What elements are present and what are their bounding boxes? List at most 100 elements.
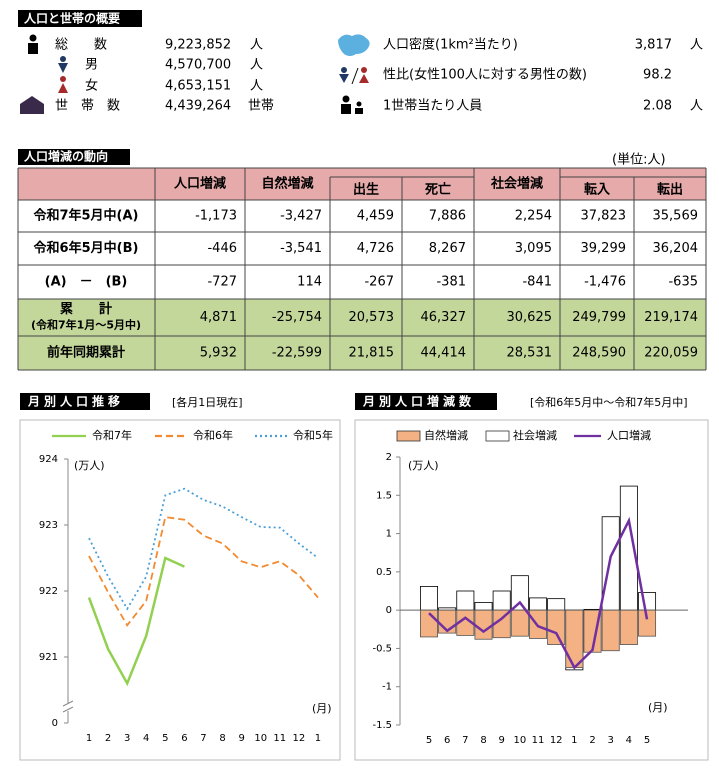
icon-house bbox=[20, 96, 44, 114]
table-cell: 30,625 bbox=[507, 310, 553, 325]
x-tick-label: 3 bbox=[608, 735, 614, 746]
table-cell: 2,254 bbox=[515, 209, 552, 224]
table-header-bg bbox=[18, 168, 706, 200]
x-tick-label: 5 bbox=[644, 735, 650, 746]
table-cell: 21,815 bbox=[349, 346, 395, 361]
legend-label: 社会増減 bbox=[513, 428, 557, 442]
table-cell: -1,476 bbox=[584, 275, 626, 290]
line-series bbox=[87, 556, 185, 687]
chart-note: [令和6年5月中～令和7年5月中] bbox=[530, 395, 688, 409]
x-tick-label: 6 bbox=[444, 735, 450, 746]
y-tick-label: 921 bbox=[39, 652, 58, 663]
table-cell: 46,327 bbox=[421, 310, 467, 325]
table-row-bg bbox=[18, 299, 706, 336]
x-tick-label: 7 bbox=[462, 735, 468, 746]
section-title: 人口と世帯の概要 bbox=[23, 11, 120, 26]
table-cell: 20,573 bbox=[349, 310, 395, 325]
bar bbox=[601, 609, 620, 652]
section-bar bbox=[18, 10, 142, 27]
table-cell: 4,726 bbox=[357, 241, 394, 256]
table-column-header: 人口増減 bbox=[173, 176, 226, 192]
x-tick-label: 5 bbox=[426, 735, 432, 746]
x-tick-label: 10 bbox=[254, 733, 267, 744]
bar bbox=[565, 609, 584, 668]
table-row-bg bbox=[18, 336, 706, 370]
x-tick-label: 11 bbox=[532, 735, 545, 746]
icon-family bbox=[341, 95, 363, 114]
table-cell: 220,059 bbox=[644, 346, 698, 361]
table-column-header: 自然増減 bbox=[261, 176, 313, 192]
chart-title: 月別人口推移 bbox=[27, 394, 124, 409]
table-column-header: 転入 bbox=[584, 182, 611, 198]
table-unit: (単位:人) bbox=[612, 152, 666, 168]
y-tick-label: 2 bbox=[386, 452, 392, 463]
table-cell: -267 bbox=[364, 275, 394, 290]
table-cell: -727 bbox=[207, 275, 237, 290]
table-cell: -3,427 bbox=[280, 209, 322, 224]
legend-swatch bbox=[396, 430, 421, 442]
legend-label: 令和6年 bbox=[193, 428, 233, 442]
bar bbox=[601, 516, 620, 611]
table-cell: 39,299 bbox=[581, 241, 627, 256]
overview-label: 1世帯当たり人員 bbox=[383, 99, 482, 114]
chart-title: 月別人口増減数 bbox=[362, 394, 475, 409]
y-tick-label: -1 bbox=[382, 682, 392, 693]
bar bbox=[547, 598, 566, 611]
y-tick-label: 0.5 bbox=[376, 567, 392, 578]
x-unit: (月) bbox=[648, 701, 668, 714]
legend-label: 人口増減 bbox=[607, 428, 651, 442]
line-series bbox=[88, 487, 319, 611]
table-row-label: 令和6年5月中(B) bbox=[34, 240, 139, 256]
overview-label: 男 bbox=[85, 58, 98, 73]
table-cell: 248,590 bbox=[572, 346, 626, 361]
x-tick-label: 2 bbox=[105, 733, 111, 744]
bar bbox=[547, 609, 566, 646]
y-tick-label: 1.5 bbox=[376, 490, 392, 501]
x-tick-label: 10 bbox=[513, 735, 526, 746]
table-row-sublabel: (令和7年1月～5月中) bbox=[31, 318, 141, 332]
icon-male bbox=[58, 56, 68, 73]
overview-value: 98.2 bbox=[643, 68, 672, 83]
overview-value: 2.08 bbox=[643, 99, 672, 114]
bar bbox=[529, 597, 548, 611]
overview-label: 女 bbox=[85, 79, 98, 94]
x-tick-label: 7 bbox=[200, 733, 206, 744]
bar bbox=[638, 592, 657, 611]
table-row-label: (A) － (B) bbox=[45, 275, 128, 290]
overview-value: 4,570,700 bbox=[165, 58, 231, 73]
y-tick-label: -1.5 bbox=[372, 720, 392, 731]
table-cell: 28,531 bbox=[507, 346, 553, 361]
table-cell: 4,871 bbox=[200, 310, 237, 325]
y-unit: (万人) bbox=[408, 459, 439, 472]
x-tick-label: 9 bbox=[238, 733, 244, 744]
x-tick-label: 1 bbox=[571, 735, 577, 746]
bar bbox=[583, 609, 602, 653]
x-tick-label: 12 bbox=[293, 733, 306, 744]
overview-value: 4,439,264 bbox=[165, 99, 231, 114]
x-tick-label: 9 bbox=[498, 735, 504, 746]
bar bbox=[510, 575, 529, 611]
x-tick-label: 4 bbox=[143, 733, 149, 744]
y-tick-label: -0.5 bbox=[372, 643, 392, 654]
table-cell: 35,569 bbox=[653, 209, 699, 224]
table-cell: 4,459 bbox=[357, 209, 394, 224]
bar bbox=[420, 586, 438, 611]
table-column-header: 転出 bbox=[657, 182, 683, 198]
chart-frame bbox=[19, 419, 341, 761]
bar bbox=[510, 609, 529, 637]
icon-sex-ratio bbox=[339, 67, 369, 85]
table-cell: 36,204 bbox=[653, 241, 699, 256]
bar bbox=[619, 609, 638, 646]
axis-break-gap bbox=[63, 703, 73, 711]
table-cell: -446 bbox=[207, 241, 237, 256]
table-cell: 249,799 bbox=[572, 310, 626, 325]
overview-label: 総 数 bbox=[55, 38, 107, 53]
table-cell: 3,095 bbox=[515, 241, 552, 256]
x-tick-label: 3 bbox=[124, 733, 130, 744]
bar bbox=[456, 590, 475, 611]
table-cell: 5,932 bbox=[200, 346, 237, 361]
y-tick-label: 1 bbox=[386, 529, 392, 540]
chart-title-bar bbox=[20, 393, 150, 410]
